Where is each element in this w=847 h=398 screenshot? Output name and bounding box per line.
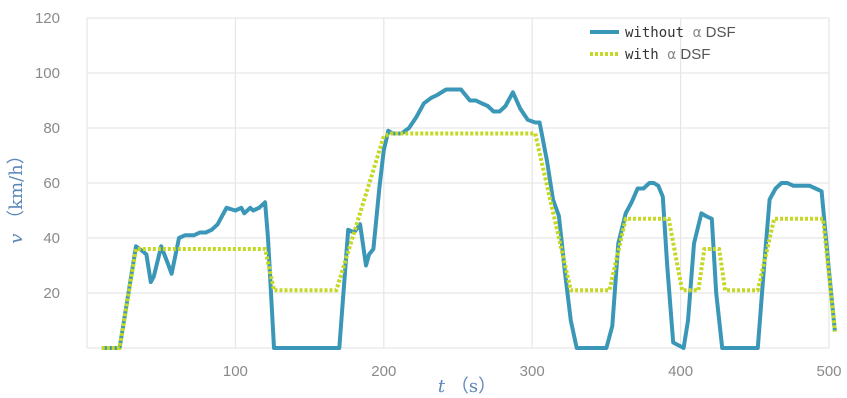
y-tick-label: 120 xyxy=(35,10,60,27)
y-tick-label: 100 xyxy=(35,65,60,82)
x-axis-label: t （s） xyxy=(438,376,496,397)
x-tick-label: 400 xyxy=(668,363,693,380)
x-axis-ticks: 100 200 300 400 500 xyxy=(223,363,842,380)
y-tick-label: 20 xyxy=(43,285,60,302)
x-tick-label: 200 xyxy=(371,363,396,380)
y-tick-label: 60 xyxy=(43,175,60,192)
legend-label-without-dsf: without α DSF xyxy=(625,24,736,41)
x-tick-label: 300 xyxy=(520,363,545,380)
y-axis-label: v （km/h） xyxy=(6,146,27,244)
x-axis-var: t xyxy=(438,376,446,397)
x-tick-label: 100 xyxy=(223,363,248,380)
series-lines xyxy=(101,87,837,350)
y-tick-label: 40 xyxy=(43,230,60,247)
legend: without α DSF with α DSF xyxy=(590,24,736,63)
series-line-without-dsf xyxy=(101,87,837,350)
y-axis-unit: （km/h） xyxy=(6,146,27,228)
y-tick-label: 80 xyxy=(43,120,60,137)
y-axis-ticks: 20 40 60 80 100 120 xyxy=(35,10,60,302)
y-axis-var: v xyxy=(6,234,27,244)
legend-label-with-dsf: with α DSF xyxy=(625,46,710,63)
x-axis-unit: （s） xyxy=(451,376,496,397)
series-line-with-dsf xyxy=(101,131,837,350)
x-tick-label: 500 xyxy=(816,363,841,380)
grid xyxy=(86,17,830,349)
